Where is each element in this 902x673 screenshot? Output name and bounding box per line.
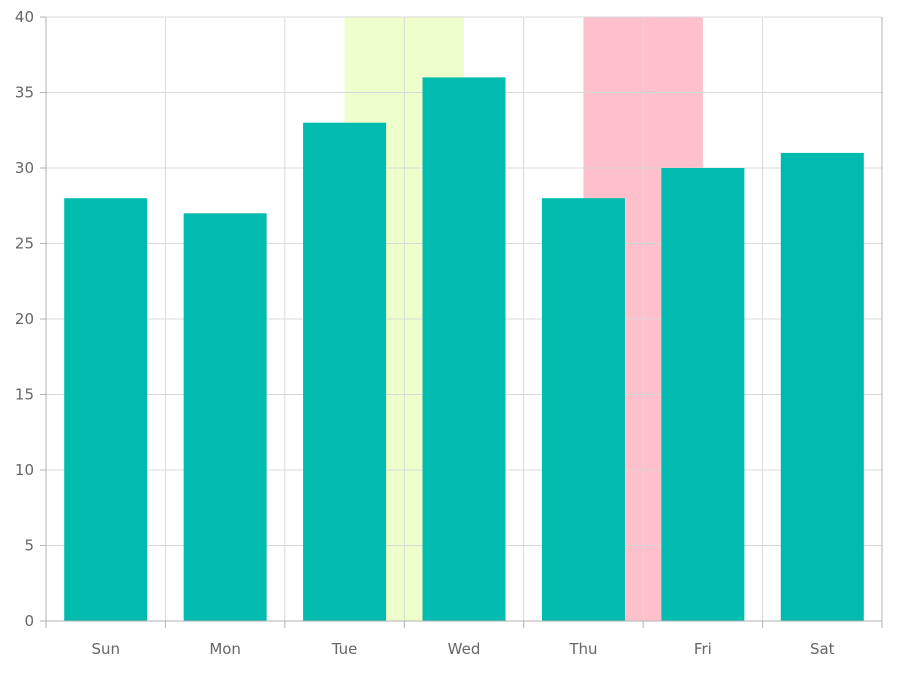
y-tick-label: 10 <box>15 461 34 479</box>
bar-fri[interactable] <box>661 168 745 621</box>
bar-sat[interactable] <box>780 152 864 621</box>
bar-sun[interactable] <box>64 198 148 621</box>
x-tick-label: Tue <box>331 640 358 658</box>
x-tick-label: Wed <box>448 640 481 658</box>
bar-tue[interactable] <box>303 122 387 621</box>
y-tick-label: 40 <box>15 8 34 26</box>
y-tick-label: 15 <box>15 386 34 404</box>
y-tick-label: 30 <box>15 159 34 177</box>
x-tick-label: Sat <box>810 640 835 658</box>
x-tick-label: Sun <box>91 640 120 658</box>
x-tick-label: Thu <box>568 640 597 658</box>
y-tick-label: 35 <box>15 84 34 102</box>
y-tick-label: 0 <box>24 612 34 630</box>
bar-mon[interactable] <box>183 213 267 622</box>
x-tick-label: Fri <box>694 640 712 658</box>
bar-thu[interactable] <box>541 198 625 621</box>
x-tick-label: Mon <box>209 640 241 658</box>
y-tick-label: 25 <box>15 235 34 253</box>
y-tick-label: 20 <box>15 310 34 328</box>
bar-wed[interactable] <box>422 77 506 621</box>
y-tick-label: 5 <box>24 537 34 555</box>
